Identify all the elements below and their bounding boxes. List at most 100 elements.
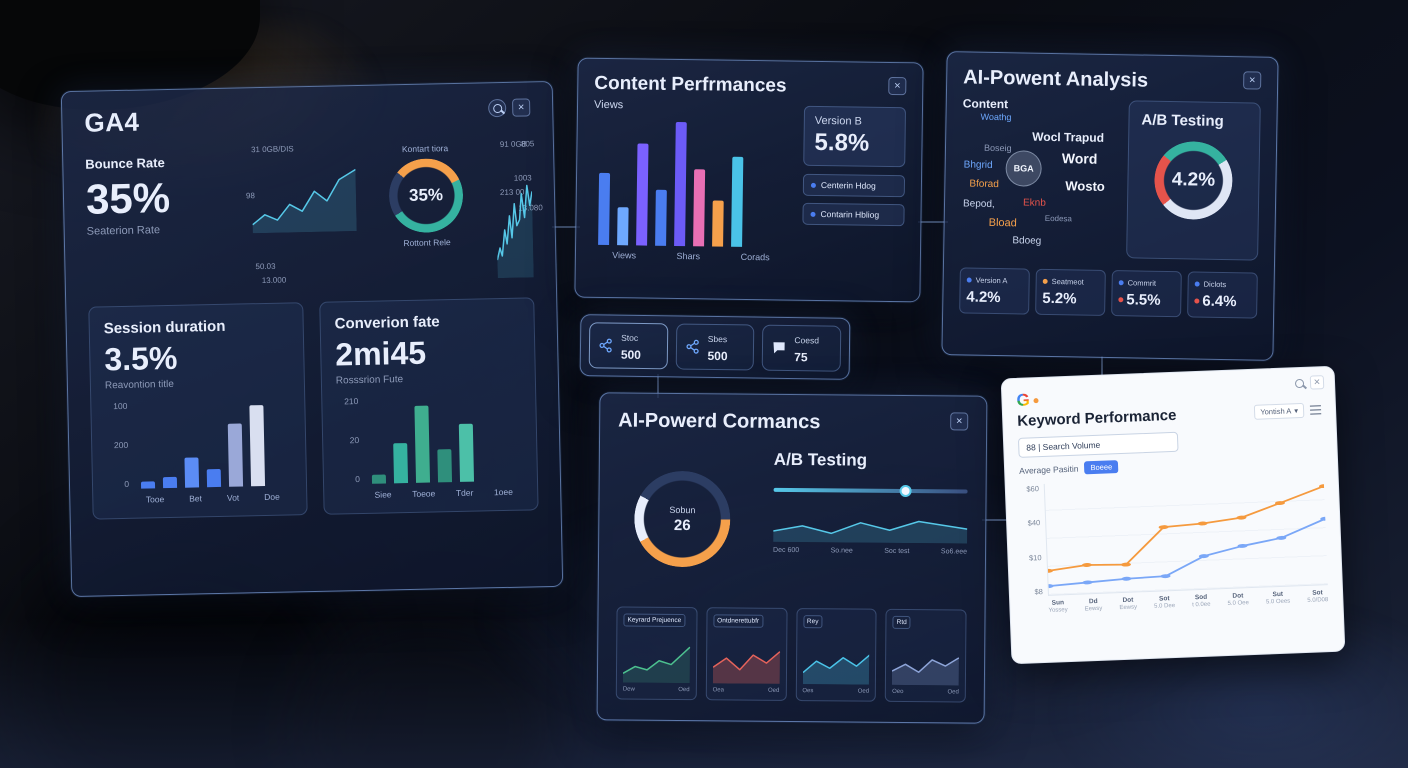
x-tick-label: Views [612,250,637,261]
tick-label: Soc test [884,547,910,556]
bounce-sparkline [251,161,357,234]
y-tick-label: 210 [344,396,359,407]
y-tick-label: 100 [113,400,128,412]
session-duration-card: Session duration 3.5% Reavontion title 1… [88,302,308,520]
x-label-line2: 5.0 Oees [1265,598,1291,606]
mini-card-title: Ontdnerettubfr [713,614,764,628]
y-axis: 210 20 0 [336,396,364,485]
bar [140,481,156,489]
bar [458,423,475,482]
bar [674,121,687,247]
bar [371,474,387,484]
chart-svg [496,177,534,279]
x-label-line1: Dot [1232,592,1244,600]
x-axis-label: Sot 5.0 Dee [1154,595,1175,610]
chat-bubble-icon [773,342,786,354]
bar [636,143,649,246]
bounce-rate-label: Bounce Rate [85,155,165,172]
close-icon[interactable]: × [1309,375,1325,390]
search-icon[interactable] [488,98,507,118]
mini-card-title: Rey [802,615,823,629]
ab-testing-block: A/B Testing Dec 600 So.nee Soc test So6.eee [773,446,968,596]
card-title: Session duration [103,317,226,338]
period-dropdown[interactable]: Yontish A ▾ [1254,402,1305,420]
average-position-label: Average Pasitin [1018,463,1079,476]
cloud-word: Eodesa [1044,213,1072,224]
slider-handle[interactable] [899,484,912,498]
bar [693,169,706,247]
stat-dot-icon [966,277,972,283]
stat-dot-icon [1194,281,1200,287]
traffic-area-chart-block: 805 91 0GB 1003 213 00 13.080 [495,139,543,282]
search-icon[interactable] [1294,378,1305,388]
x-tick-label: Oed [767,687,780,694]
close-icon[interactable]: × [888,76,907,96]
average-position-badge: Boeee [1084,460,1119,475]
tick-label: So.nee [830,547,853,555]
ab-sparkline [773,506,967,544]
stat-chip-stoc[interactable]: Stoc 500 [588,322,668,370]
card-sub: Rosssrion Fute [335,374,404,387]
close-icon[interactable]: × [512,98,531,117]
search-volume-field[interactable] [1017,431,1179,458]
stat-value: 5.2% [1042,289,1077,308]
sobun-gauge: Sobun 26 [633,470,731,568]
dropdown-value: Yontish A [1260,406,1292,417]
ab-slider[interactable] [773,484,968,498]
cloud-word: Bload [988,216,1017,230]
tick-label: 31 0GB/DIS [250,144,294,155]
x-tick-label: Oea [712,687,724,694]
stat-chip-coesd[interactable]: Coesd 75 [762,324,842,372]
legend-button[interactable]: Centerin Hdog [802,173,906,198]
chip-label: Coesd [794,335,820,346]
chart-svg [892,639,959,686]
gauge-value: 4.2% [1171,169,1216,191]
x-label-line2: Yossey [1048,607,1068,614]
mini-chart-card: Keyrard Prejuence Dew Oed [615,606,698,701]
bar [712,200,724,247]
close-icon[interactable]: × [950,412,969,431]
stat-chip-sbes[interactable]: Sbes 500 [675,323,755,371]
legend-button[interactable]: Contarin Hbliog [802,202,905,227]
mini-chart [712,637,780,684]
chart-svg [802,638,869,685]
bar [162,477,178,489]
views-label: Views [593,98,624,112]
stat-card: Version A 4.2% [959,267,1030,315]
chart-svg [773,506,967,544]
close-icon[interactable]: × [1243,71,1262,90]
x-tick-label: Corads [740,251,770,263]
stat-card: Diclots 6.4% [1187,271,1258,319]
panel-ga4: GA4 × Bounce Rate 35% Seaterion Rate 31 … [60,80,564,598]
y-tick-label: $40 [1027,518,1041,528]
x-tick-label: Vot [226,492,240,503]
y-tick-label: 0 [355,474,361,485]
tick-label: 13.000 [261,275,287,286]
stat-dot-icon [1118,280,1124,286]
gauge-value: 26 [673,516,691,534]
cloud-word: Boseig [983,142,1012,154]
search-glyph [492,103,502,113]
cloud-word: Wocl Trapud [1032,129,1105,145]
x-tick-label: 1oee [493,486,514,498]
stat-value: 5.5% [1126,291,1161,309]
stat-label: Diclots [1203,279,1227,290]
bar [731,157,744,247]
x-tick-label: Dew [622,686,635,693]
chart-svg [251,161,357,234]
cloud-word: Wosto [1065,178,1105,194]
card-value: 2mi45 [334,334,427,373]
logo-dot-icon [1033,397,1039,403]
mini-card-title: Keyrard Prejuence [623,613,686,628]
tick-label: So6.eee [940,548,968,556]
chip-label: Stoc [621,332,639,343]
y-tick-label: $8 [1034,587,1044,597]
x-label-line2: t 0.0ee [1192,601,1211,609]
menu-icon[interactable] [1309,405,1322,415]
bounce-rate-value: 35% [85,173,171,223]
panel-title: AI-Powerd Cormancs [618,409,821,434]
accent-dot-icon [1118,297,1124,303]
cloud-word: Woathg [980,111,1012,123]
x-label-line1: Sut [1272,590,1284,599]
bounce-rate-block: Bounce Rate 35% Seaterion Rate [85,146,240,291]
